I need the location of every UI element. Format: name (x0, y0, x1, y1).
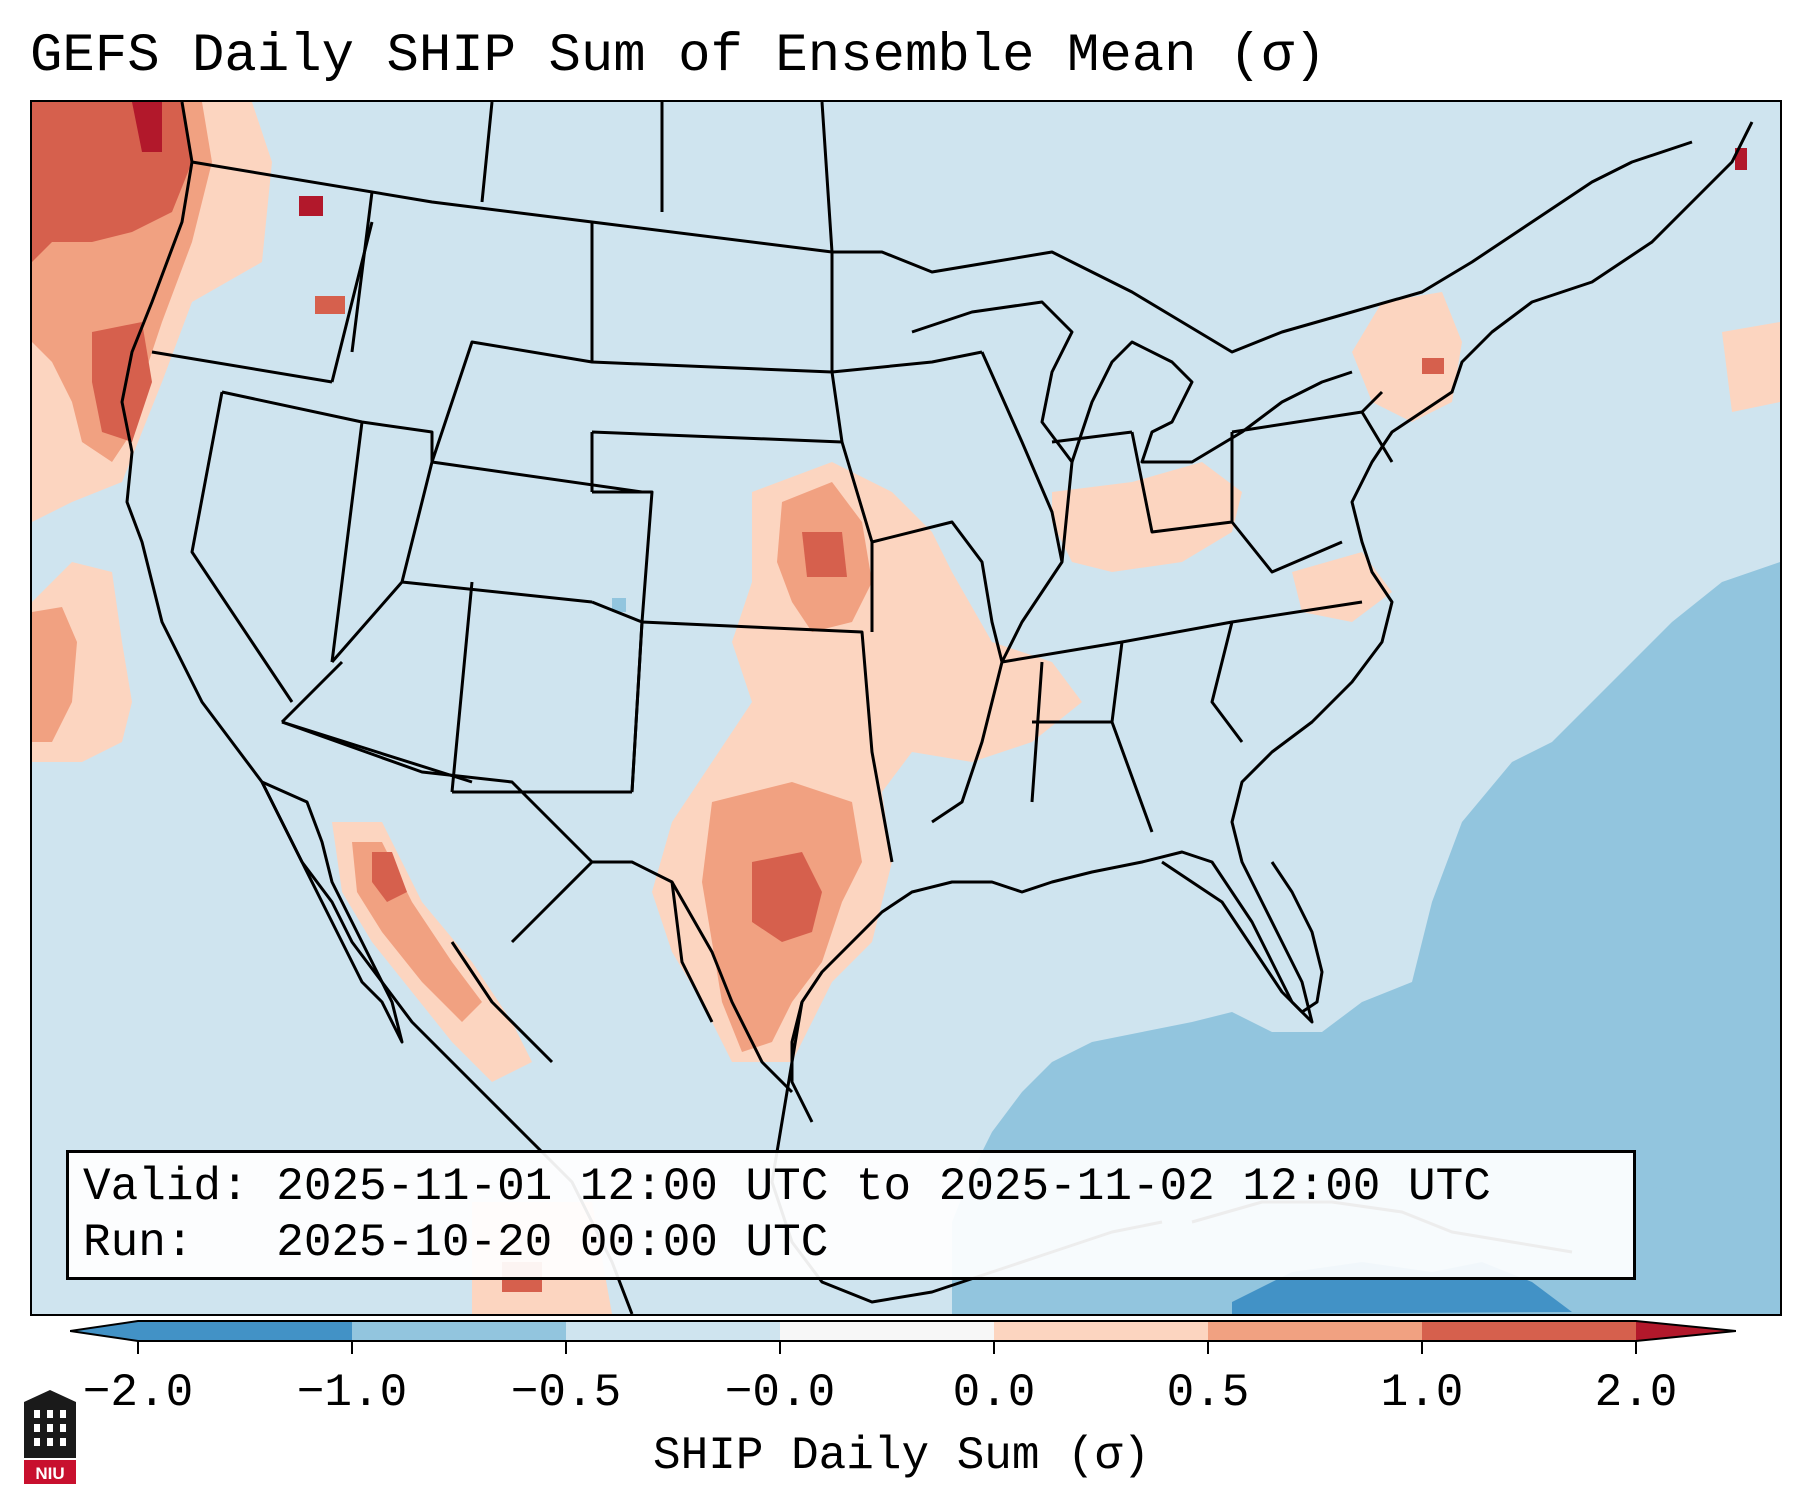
colorbar-segment-neg2-neg1 (138, 1321, 352, 1341)
colorbar-tick-label: −2.0 (82, 1367, 194, 1419)
map-panel (30, 100, 1782, 1316)
state-lines-east (931, 351, 1394, 833)
state-lines-west (151, 221, 644, 794)
colorbar-tick-label: 2.0 (1594, 1367, 1678, 1419)
colorbar-extend-low (70, 1321, 138, 1341)
pacific-northwest-core (132, 102, 162, 152)
east-coastline (790, 121, 1754, 1123)
texas-strong-core (752, 852, 822, 942)
rhode-island-strong (1422, 358, 1444, 374)
colorbar-tick-label: 0.5 (1166, 1367, 1250, 1419)
oregon-coast-strong (92, 322, 152, 442)
page-title: GEFS Daily SHIP Sum of Ensemble Mean (σ) (30, 26, 1327, 87)
florida (1161, 860, 1324, 1014)
atlantic-east-light (1722, 322, 1780, 412)
run-time-text: Run: 2025-10-20 00:00 UTC (83, 1217, 829, 1269)
colorbar-segment-1-2 (1422, 1321, 1636, 1341)
great-lakes (911, 300, 1353, 464)
state-lines-central (350, 102, 1004, 863)
baja-peninsula (260, 780, 404, 1044)
ohio-valley-light (1052, 462, 1242, 572)
colorbar-tick-label: −0.0 (724, 1367, 836, 1419)
validity-info-box: Valid: 2025-11-01 12:00 UTC to 2025-11-0… (66, 1150, 1636, 1280)
west-coastline (120, 102, 634, 1314)
sonora-strong-core (372, 852, 407, 902)
colorbar-tick-label: 0.0 (952, 1367, 1036, 1419)
colorbar-tick-label: −1.0 (296, 1367, 408, 1419)
colorbar-label: SHIP Daily Sum (σ) (653, 1430, 1150, 1482)
colorbar-tick-marks (137, 1340, 1637, 1354)
colorbar-extend-high (1636, 1321, 1736, 1341)
canada-us-border (191, 140, 1693, 354)
colorbar-segment-neg05-neg0 (566, 1321, 780, 1341)
virginia-light (1292, 552, 1392, 622)
colorbar-tick-label: −0.5 (510, 1367, 622, 1419)
kansas-strong-core (802, 532, 847, 577)
oregon-dot-strong (315, 296, 345, 314)
us-mexico-border (281, 720, 794, 1094)
valid-time-text: Valid: 2025-11-01 12:00 UTC to 2025-11-0… (83, 1161, 1491, 1213)
colorbar-segment-0-05 (994, 1321, 1208, 1341)
positive-anomaly-field (32, 102, 1780, 1314)
colorbar-segment-05-1 (1208, 1321, 1422, 1341)
svg-text:NIU: NIU (35, 1464, 64, 1483)
colorbar-segment-neg0-0 (780, 1321, 994, 1341)
pacific-southwest-medium (32, 607, 77, 742)
atlantic-negative-region (1272, 562, 1780, 1202)
colorbar-segment-neg1-neg05 (352, 1321, 566, 1341)
niu-logo: NIU (24, 1390, 76, 1484)
maine-core (1735, 148, 1747, 170)
colorbar (70, 1320, 1736, 1342)
colorbar-tick-label: 1.0 (1380, 1367, 1464, 1419)
idaho-dot-core (299, 196, 323, 216)
mexico-state-lines (450, 860, 714, 1064)
colorado-negative-dot (612, 598, 626, 612)
map-canvas (32, 102, 1780, 1314)
northeast-light (1352, 292, 1462, 422)
